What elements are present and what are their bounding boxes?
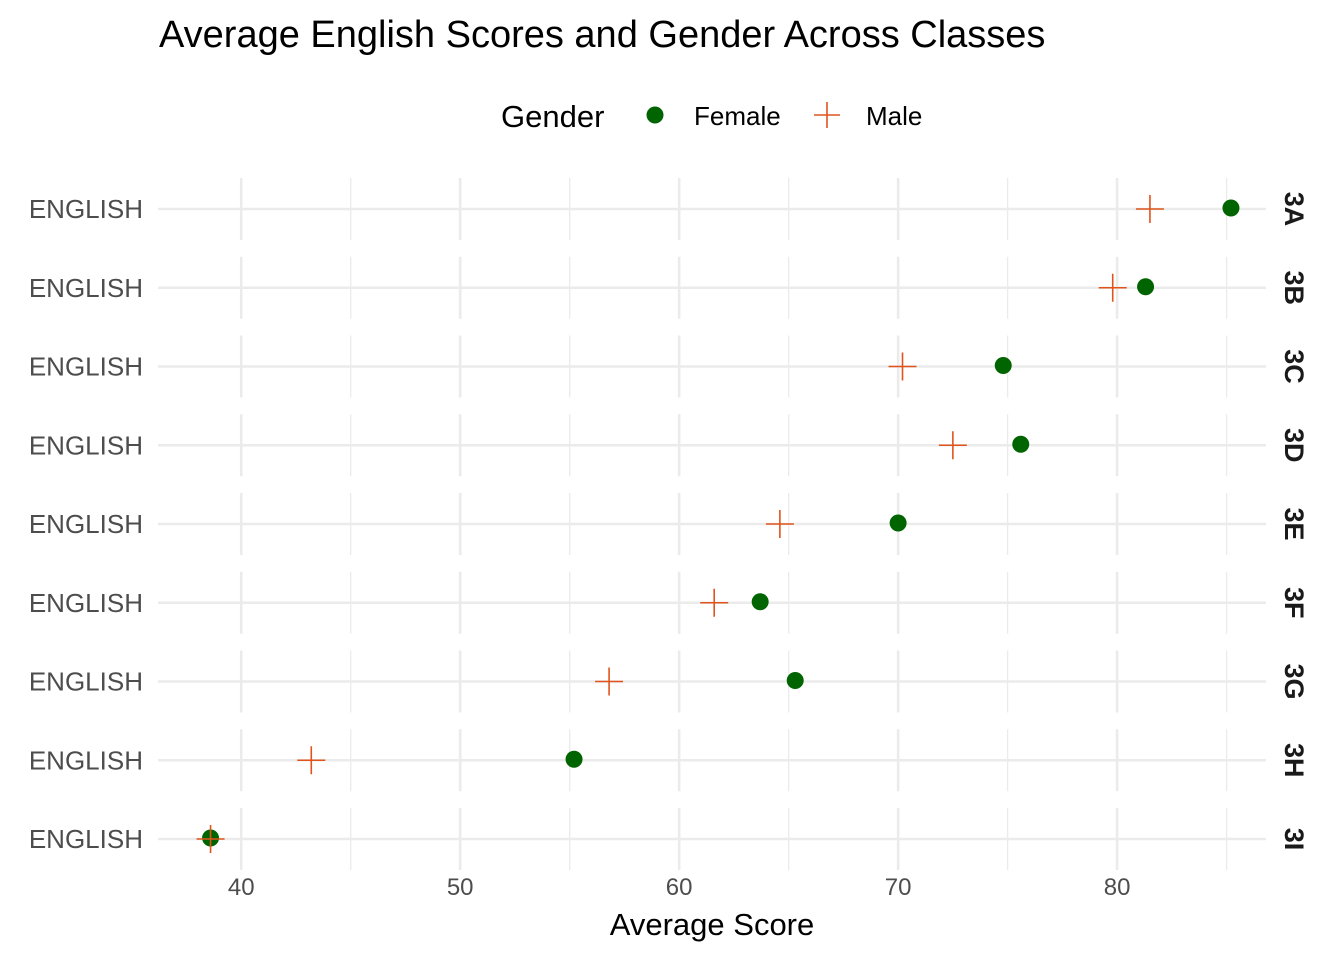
facet-panel-3d: ENGLISH 3D <box>29 414 1309 477</box>
y-tick-label: ENGLISH <box>29 745 143 775</box>
x-tick-label: 60 <box>666 874 693 901</box>
facet-strip-label: 3H <box>1279 743 1309 778</box>
facet-panel-3g: ENGLISH 3G <box>29 650 1309 713</box>
facet-panel-3c: ENGLISH 3C <box>29 335 1309 398</box>
female-point <box>1012 435 1030 453</box>
facet-strip-label: 3G <box>1279 663 1309 699</box>
female-point <box>1222 199 1240 217</box>
facet-strip-label: 3F <box>1279 587 1309 619</box>
legend-female-marker <box>646 106 664 124</box>
facet-strip-label: 3A <box>1279 192 1309 227</box>
female-point <box>565 750 583 768</box>
y-tick-label: ENGLISH <box>29 273 143 303</box>
y-tick-label: ENGLISH <box>29 194 143 224</box>
female-point <box>1137 278 1155 296</box>
facet-strip-label: 3I <box>1279 828 1309 851</box>
facet-strip-label: 3B <box>1279 270 1309 305</box>
facet-strip-label: 3C <box>1279 349 1309 384</box>
facet-strip-label: 3E <box>1279 507 1309 540</box>
male-point <box>938 431 967 460</box>
y-tick-label: ENGLISH <box>29 824 143 854</box>
male-point <box>196 825 225 853</box>
male-point <box>1135 195 1164 223</box>
male-point <box>700 588 729 617</box>
x-axis: 40 50 60 70 80 <box>228 874 1131 901</box>
legend: Gender Female Male <box>501 99 922 134</box>
facet-panel-3e: ENGLISH 3E <box>29 493 1309 555</box>
male-point <box>297 746 326 775</box>
y-tick-label: ENGLISH <box>29 588 143 618</box>
facet-panel-3i: ENGLISH 3I <box>29 808 1309 870</box>
female-point <box>786 672 804 689</box>
y-tick-label: ENGLISH <box>29 430 143 460</box>
legend-title: Gender <box>501 99 604 134</box>
legend-female-label: Female <box>694 101 781 131</box>
facet-panel-3h: ENGLISH 3H <box>29 729 1309 792</box>
male-point <box>595 667 624 696</box>
x-tick-label: 70 <box>885 874 912 901</box>
x-axis-label: Average Score <box>610 907 815 942</box>
y-tick-label: ENGLISH <box>29 667 143 697</box>
female-point <box>751 593 769 611</box>
x-tick-label: 50 <box>447 874 474 901</box>
facet-panel-3b: ENGLISH 3B <box>29 256 1309 319</box>
male-point <box>1098 273 1127 302</box>
female-point <box>994 357 1012 374</box>
x-tick-label: 80 <box>1104 874 1131 901</box>
male-point <box>765 510 794 538</box>
facet-strip-label: 3D <box>1279 428 1309 463</box>
x-tick-label: 40 <box>228 874 255 901</box>
y-tick-label: ENGLISH <box>29 352 143 382</box>
chart-title: Average English Scores and Gender Across… <box>159 14 1045 56</box>
legend-male-label: Male <box>866 101 922 131</box>
y-tick-label: ENGLISH <box>29 509 143 539</box>
legend-male-marker <box>814 102 840 128</box>
male-point <box>888 352 917 381</box>
facet-panel-3a: ENGLISH 3A <box>29 178 1309 240</box>
facet-panel-3f: ENGLISH 3F <box>29 571 1309 634</box>
female-point <box>889 514 907 532</box>
